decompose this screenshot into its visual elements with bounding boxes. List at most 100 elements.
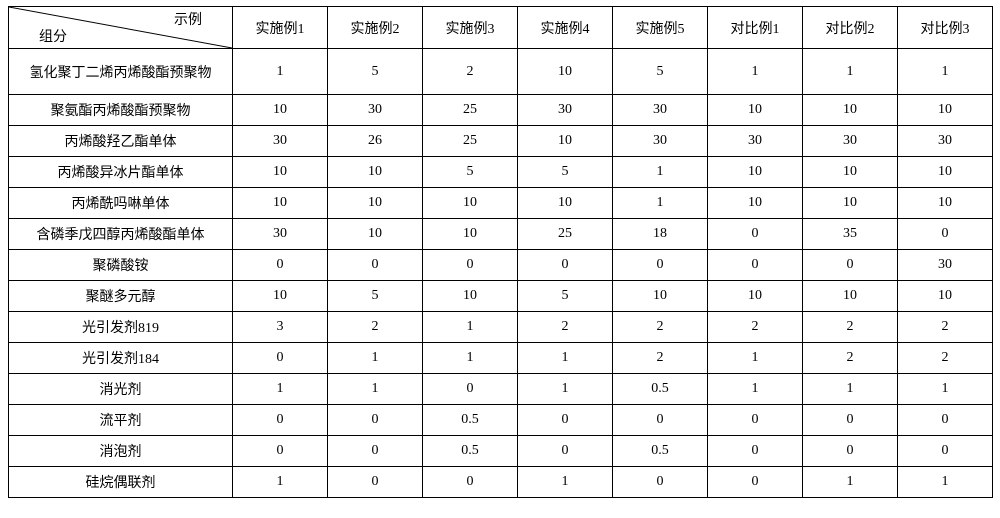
cell: 30 bbox=[898, 250, 993, 281]
header-bottom-left-label: 组分 bbox=[39, 26, 67, 46]
table-row: 光引发剂81932122222 bbox=[9, 312, 993, 343]
cell: 0 bbox=[708, 250, 803, 281]
cell: 10 bbox=[708, 281, 803, 312]
cell: 1 bbox=[708, 49, 803, 95]
cell: 0 bbox=[233, 250, 328, 281]
cell: 2 bbox=[328, 312, 423, 343]
cell: 35 bbox=[803, 219, 898, 250]
row-label: 聚醚多元醇 bbox=[9, 281, 233, 312]
cell: 2 bbox=[613, 312, 708, 343]
column-header: 对比例1 bbox=[708, 7, 803, 49]
cell: 0 bbox=[518, 405, 613, 436]
cell: 0.5 bbox=[613, 436, 708, 467]
cell: 1 bbox=[423, 343, 518, 374]
cell: 30 bbox=[518, 95, 613, 126]
cell: 5 bbox=[328, 49, 423, 95]
cell: 1 bbox=[233, 374, 328, 405]
cell: 1 bbox=[518, 374, 613, 405]
cell: 0 bbox=[613, 250, 708, 281]
header-top-right-label: 示例 bbox=[174, 9, 202, 29]
cell: 2 bbox=[708, 312, 803, 343]
table-row: 丙烯酸异冰片酯单体1010551101010 bbox=[9, 157, 993, 188]
cell: 10 bbox=[898, 188, 993, 219]
cell: 0 bbox=[898, 436, 993, 467]
cell: 0 bbox=[898, 405, 993, 436]
cell: 25 bbox=[423, 95, 518, 126]
cell: 10 bbox=[613, 281, 708, 312]
cell: 5 bbox=[613, 49, 708, 95]
cell: 30 bbox=[613, 95, 708, 126]
cell: 2 bbox=[613, 343, 708, 374]
cell: 2 bbox=[898, 312, 993, 343]
row-label: 消泡剂 bbox=[9, 436, 233, 467]
cell: 5 bbox=[423, 157, 518, 188]
cell: 1 bbox=[613, 188, 708, 219]
column-header: 实施例2 bbox=[328, 7, 423, 49]
table-row: 消光剂11010.5111 bbox=[9, 374, 993, 405]
cell: 1 bbox=[328, 374, 423, 405]
cell: 5 bbox=[518, 281, 613, 312]
cell: 0 bbox=[423, 374, 518, 405]
cell: 2 bbox=[423, 49, 518, 95]
cell: 1 bbox=[328, 343, 423, 374]
cell: 1 bbox=[518, 343, 613, 374]
cell: 0 bbox=[613, 467, 708, 498]
column-header: 实施例4 bbox=[518, 7, 613, 49]
row-label: 丙烯酸异冰片酯单体 bbox=[9, 157, 233, 188]
cell: 10 bbox=[518, 126, 613, 157]
cell: 30 bbox=[708, 126, 803, 157]
cell: 10 bbox=[328, 157, 423, 188]
cell: 0 bbox=[328, 436, 423, 467]
table-header-row: 示例 组分 实施例1 实施例2 实施例3 实施例4 实施例5 对比例1 对比例2… bbox=[9, 7, 993, 49]
row-label: 丙烯酸羟乙酯单体 bbox=[9, 126, 233, 157]
cell: 25 bbox=[423, 126, 518, 157]
cell: 2 bbox=[803, 312, 898, 343]
row-label: 聚氨酯丙烯酸酯预聚物 bbox=[9, 95, 233, 126]
cell: 1 bbox=[898, 49, 993, 95]
cell: 10 bbox=[898, 95, 993, 126]
cell: 18 bbox=[613, 219, 708, 250]
cell: 30 bbox=[233, 126, 328, 157]
cell: 0 bbox=[233, 405, 328, 436]
cell: 1 bbox=[613, 157, 708, 188]
table-row: 氢化聚丁二烯丙烯酸酯预聚物152105111 bbox=[9, 49, 993, 95]
row-label: 含磷季戊四醇丙烯酸酯单体 bbox=[9, 219, 233, 250]
cell: 10 bbox=[803, 188, 898, 219]
cell: 1 bbox=[423, 312, 518, 343]
cell: 0.5 bbox=[423, 405, 518, 436]
table-row: 光引发剂18401112122 bbox=[9, 343, 993, 374]
table-row: 聚磷酸铵000000030 bbox=[9, 250, 993, 281]
cell: 0 bbox=[708, 436, 803, 467]
diagonal-header-cell: 示例 组分 bbox=[9, 7, 233, 49]
cell: 5 bbox=[518, 157, 613, 188]
composition-table: 示例 组分 实施例1 实施例2 实施例3 实施例4 实施例5 对比例1 对比例2… bbox=[8, 6, 993, 498]
cell: 26 bbox=[328, 126, 423, 157]
cell: 0 bbox=[898, 219, 993, 250]
cell: 0 bbox=[708, 405, 803, 436]
column-header: 实施例1 bbox=[233, 7, 328, 49]
cell: 2 bbox=[803, 343, 898, 374]
cell: 10 bbox=[423, 219, 518, 250]
cell: 10 bbox=[708, 157, 803, 188]
cell: 1 bbox=[803, 467, 898, 498]
column-header: 对比例3 bbox=[898, 7, 993, 49]
cell: 10 bbox=[233, 281, 328, 312]
table-row: 消泡剂000.500.5000 bbox=[9, 436, 993, 467]
cell: 30 bbox=[233, 219, 328, 250]
cell: 2 bbox=[898, 343, 993, 374]
cell: 0 bbox=[233, 436, 328, 467]
cell: 2 bbox=[518, 312, 613, 343]
cell: 0 bbox=[803, 250, 898, 281]
cell: 0.5 bbox=[613, 374, 708, 405]
cell: 0 bbox=[708, 467, 803, 498]
column-header: 实施例3 bbox=[423, 7, 518, 49]
cell: 10 bbox=[233, 157, 328, 188]
column-header: 实施例5 bbox=[613, 7, 708, 49]
cell: 0 bbox=[518, 436, 613, 467]
table-row: 流平剂000.500000 bbox=[9, 405, 993, 436]
cell: 0.5 bbox=[423, 436, 518, 467]
table-row: 聚氨酯丙烯酸酯预聚物1030253030101010 bbox=[9, 95, 993, 126]
cell: 10 bbox=[803, 95, 898, 126]
cell: 30 bbox=[898, 126, 993, 157]
row-label: 氢化聚丁二烯丙烯酸酯预聚物 bbox=[9, 49, 233, 95]
